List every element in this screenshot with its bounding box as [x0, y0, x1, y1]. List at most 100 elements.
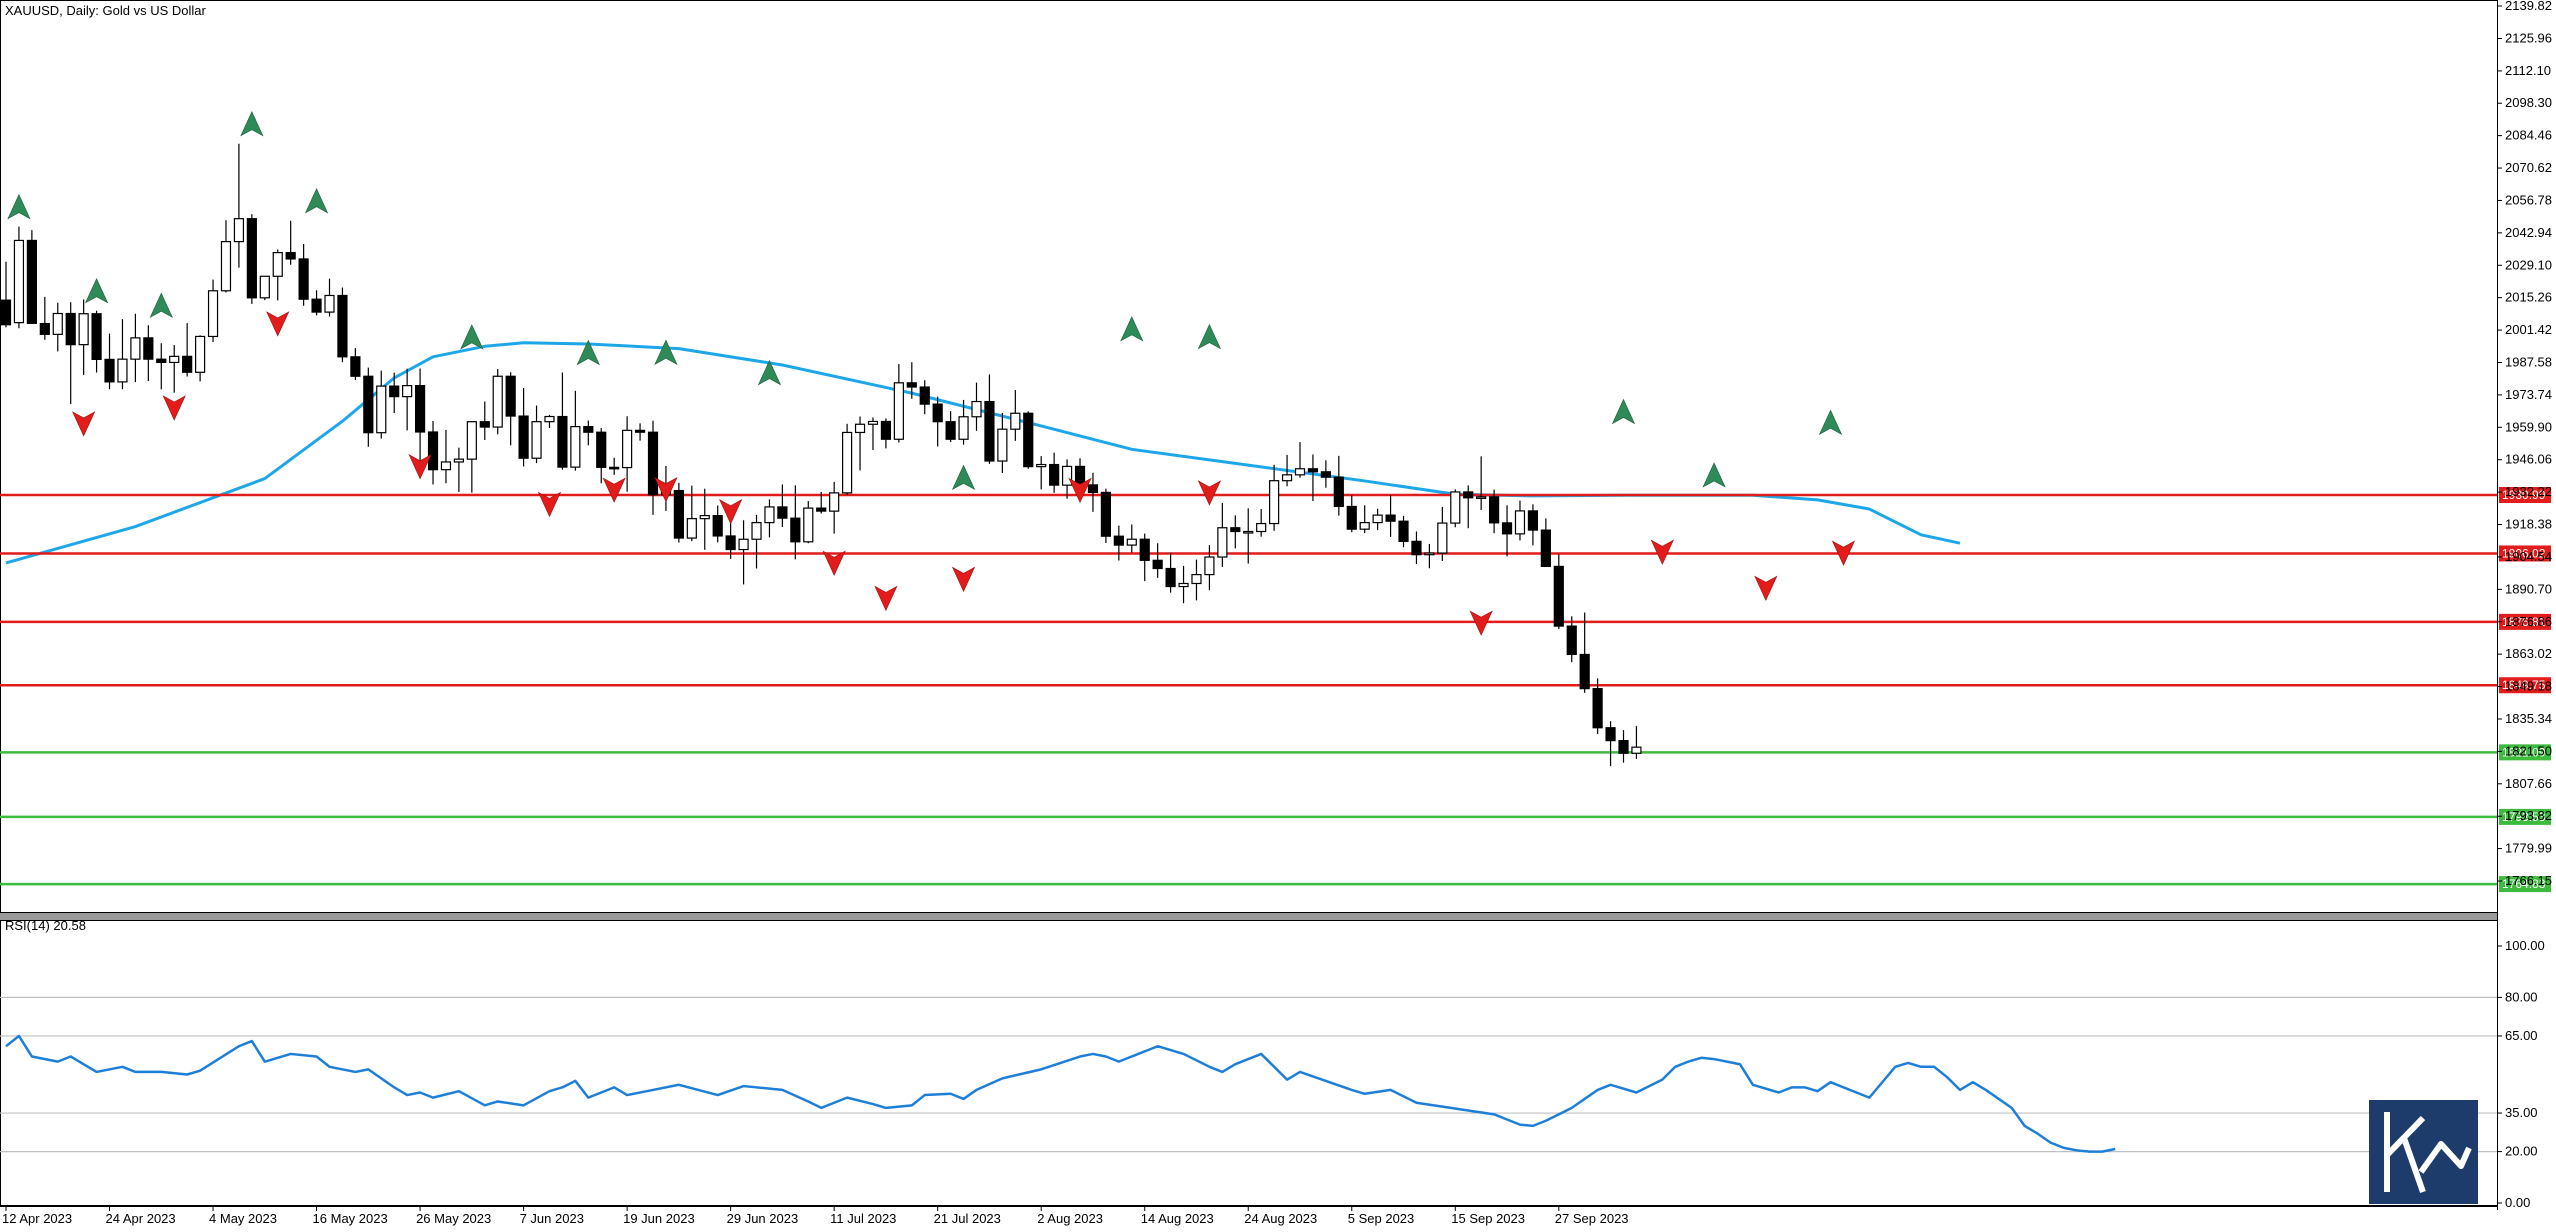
- rsi-indicator-title: RSI(14) 20.58: [5, 918, 86, 933]
- bullish-candle: [233, 218, 245, 243]
- bearish-candle: [596, 431, 607, 468]
- bullish-candle: [1424, 552, 1435, 556]
- time-tick-label: 14 Aug 2023: [1141, 1211, 1214, 1226]
- chart-title: XAUUSD, Daily: Gold vs US Dollar: [5, 3, 206, 18]
- bullish-candle: [195, 335, 206, 373]
- time-tick-label: 7 Jun 2023: [520, 1211, 584, 1226]
- bearish-candle: [1165, 567, 1176, 588]
- bullish-candle: [1437, 522, 1448, 554]
- up-fractal-arrow: [1702, 462, 1726, 488]
- bearish-candle: [427, 431, 439, 471]
- rsi-tick-label: 65.00: [2505, 1028, 2538, 1043]
- bearish-candle: [1087, 484, 1099, 494]
- bearish-candle: [932, 403, 943, 423]
- down-fractal-arrow: [1068, 477, 1092, 504]
- price-tick-label: 1918.38: [2505, 517, 2552, 532]
- time-tick-label: 4 May 2023: [209, 1211, 277, 1226]
- time-tick-label: 24 Aug 2023: [1244, 1211, 1317, 1226]
- bearish-candle: [246, 218, 257, 299]
- up-fractal-arrow: [1611, 398, 1636, 425]
- bearish-candle: [1139, 538, 1150, 561]
- rsi-tick-label: 80.00: [2505, 989, 2538, 1004]
- bearish-candle: [673, 489, 684, 539]
- down-fractal-arrow: [537, 491, 562, 518]
- bearish-candle: [1113, 535, 1124, 546]
- bearish-candle: [1553, 565, 1564, 627]
- bullish-candle: [1514, 510, 1526, 535]
- bullish-candle: [453, 458, 464, 463]
- bullish-candle: [803, 507, 814, 543]
- bearish-candle: [906, 382, 917, 388]
- bearish-candle: [337, 294, 348, 358]
- bullish-candle: [324, 294, 335, 313]
- price-tick-label: 1890.70: [2505, 581, 2552, 596]
- price-axis[interactable]: 2139.82 2125.96 2112.10 2098.30 2084.46 2070.…: [2497, 0, 2552, 1210]
- time-tick-label: 2 Aug 2023: [1037, 1211, 1103, 1226]
- time-tick-label: 5 Sep 2023: [1348, 1211, 1415, 1226]
- bearish-candle: [777, 506, 788, 519]
- bullish-candle: [1269, 480, 1280, 525]
- bullish-candle: [971, 400, 982, 418]
- bullish-candle: [220, 241, 232, 292]
- bullish-candle: [117, 358, 128, 383]
- bearish-candle: [880, 420, 892, 440]
- price-tick-label: 1849.18: [2505, 679, 2552, 694]
- bearish-candle: [1618, 740, 1629, 754]
- bearish-candle: [609, 466, 620, 470]
- price-tick-label: 1932.22: [2505, 484, 2552, 499]
- down-fractal-arrow: [71, 411, 96, 437]
- bullish-candle: [764, 506, 775, 524]
- time-tick-label: 16 May 2023: [313, 1211, 388, 1226]
- rsi-tick-label: 35.00: [2505, 1105, 2538, 1120]
- price-tick-label: 1946.06: [2505, 452, 2552, 467]
- up-fractal-arrow: [654, 339, 678, 365]
- down-fractal-arrow: [1754, 575, 1778, 601]
- bearish-candle: [1307, 468, 1319, 473]
- bullish-candle: [622, 429, 633, 469]
- bearish-candle: [1540, 529, 1551, 568]
- bearish-candle: [285, 252, 296, 260]
- bearish-candle: [634, 429, 646, 433]
- bearish-candle: [414, 385, 426, 433]
- time-tick-label: 21 Jul 2023: [934, 1211, 1001, 1226]
- price-tick-label: 2125.96: [2505, 30, 2552, 45]
- time-axis[interactable]: 12 Apr 2023 24 Apr 2023 4 May 2023 16 May 2…: [0, 1206, 2497, 1226]
- bullish-candle: [13, 239, 25, 324]
- bullish-candle: [169, 355, 180, 364]
- bearish-candle: [1320, 471, 1331, 478]
- bearish-candle: [945, 421, 956, 440]
- bearish-candle: [91, 313, 102, 361]
- down-fractal-arrow: [602, 477, 626, 503]
- price-tick-label: 2001.42: [2505, 322, 2552, 337]
- rsi-panel[interactable]: 100.00 80.00 65.00 35.00 20.00 0.00: [0, 920, 2545, 1211]
- bullish-candle: [1372, 514, 1383, 524]
- bearish-candle: [156, 358, 167, 364]
- bullish-candle: [78, 313, 89, 346]
- bullish-candle: [686, 518, 697, 539]
- rsi-tick-label: 20.00: [2505, 1144, 2538, 1159]
- bearish-candle: [1152, 559, 1163, 570]
- bullish-candle: [1281, 474, 1293, 482]
- bullish-candle: [854, 423, 866, 434]
- bearish-candle: [919, 386, 930, 405]
- down-fractal-arrow: [654, 476, 678, 503]
- time-tick-label: 27 Sep 2023: [1555, 1211, 1629, 1226]
- down-fractal-arrow: [1650, 539, 1674, 565]
- bearish-candle: [1230, 527, 1241, 533]
- rsi-panel-frame: [0, 920, 2498, 1206]
- price-tick-label: 1987.58: [2505, 354, 2552, 369]
- price-tick-label: 1807.66: [2505, 776, 2552, 791]
- bearish-candle: [39, 322, 50, 335]
- price-tick-label: 1779.99: [2505, 841, 2552, 856]
- bullish-candle: [1359, 522, 1370, 530]
- bearish-candle: [1579, 653, 1590, 690]
- up-fractal-arrow: [1197, 323, 1222, 350]
- bearish-candle: [557, 415, 568, 468]
- bullish-candle: [958, 416, 969, 440]
- down-fractal-arrow: [951, 566, 976, 593]
- level-price-tag: [2499, 487, 2551, 504]
- price-tick-label: 2042.94: [2505, 225, 2552, 240]
- down-fractal-arrow: [266, 311, 290, 337]
- level-price-label: 1849.75: [2502, 678, 2546, 692]
